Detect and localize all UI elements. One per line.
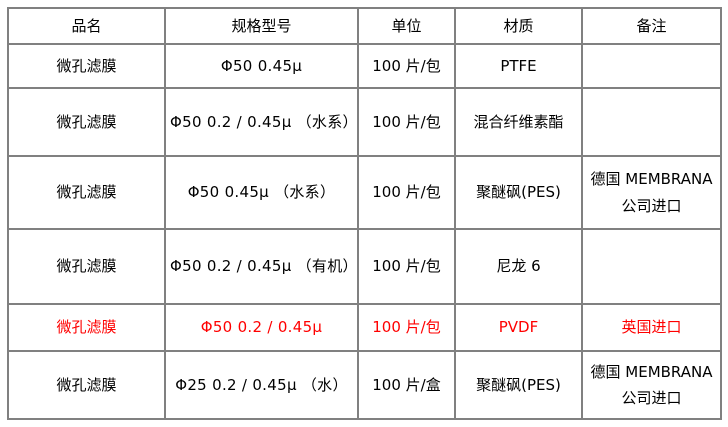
table-header-row: 品名 规格型号 单位 材质 备注: [7, 7, 722, 45]
column-header-unit: 单位: [357, 7, 456, 45]
table-header: 品名 规格型号 单位 材质 备注: [7, 7, 722, 45]
cell-spec-model: Φ50 0.2 / 0.45μ: [164, 303, 359, 352]
table-row: 微孔滤膜 Φ50 0.45μ （水系） 100 片/包 聚醚砜(PES) 德国 …: [7, 155, 722, 230]
cell-spec-model: Φ50 0.45μ （水系）: [164, 155, 359, 230]
cell-spec-model: Φ50 0.2 / 0.45μ （水系）: [164, 87, 359, 157]
cell-material: 尼龙 6: [454, 228, 583, 305]
cell-remark: 英国进口: [581, 303, 722, 352]
cell-material: 聚醚砜(PES): [454, 155, 583, 230]
column-header-name: 品名: [7, 7, 166, 45]
column-header-material: 材质: [454, 7, 583, 45]
cell-remark: [581, 87, 722, 157]
table-row-highlighted: 微孔滤膜 Φ50 0.2 / 0.45μ 100 片/包 PVDF 英国进口: [7, 303, 722, 352]
cell-material: PTFE: [454, 43, 583, 89]
cell-unit: 100 片/包: [357, 228, 456, 305]
cell-spec-model: Φ50 0.2 / 0.45μ （有机）: [164, 228, 359, 305]
cell-material: 聚醚砜(PES): [454, 350, 583, 420]
cell-remark: 德国 MEMBRANA 公司进口: [581, 350, 722, 420]
column-header-remark: 备注: [581, 7, 722, 45]
cell-unit: 100 片/盒: [357, 350, 456, 420]
cell-unit: 100 片/包: [357, 87, 456, 157]
table-row: 微孔滤膜 Φ50 0.2 / 0.45μ （水系） 100 片/包 混合纤维素酯: [7, 87, 722, 157]
column-header-spec: 规格型号: [164, 7, 359, 45]
cell-unit: 100 片/包: [357, 155, 456, 230]
cell-product-name: 微孔滤膜: [7, 87, 166, 157]
cell-product-name: 微孔滤膜: [7, 43, 166, 89]
cell-remark: [581, 43, 722, 89]
cell-product-name: 微孔滤膜: [7, 155, 166, 230]
cell-remark: 德国 MEMBRANA 公司进口: [581, 155, 722, 230]
cell-spec-model: Φ25 0.2 / 0.45μ （水）: [164, 350, 359, 420]
table-body: 微孔滤膜 Φ50 0.45μ 100 片/包 PTFE 微孔滤膜 Φ50 0.2…: [7, 43, 722, 420]
cell-remark: [581, 228, 722, 305]
cell-material: PVDF: [454, 303, 583, 352]
cell-product-name: 微孔滤膜: [7, 228, 166, 305]
table-row: 微孔滤膜 Φ50 0.2 / 0.45μ （有机） 100 片/包 尼龙 6: [7, 228, 722, 305]
table-row: 微孔滤膜 Φ25 0.2 / 0.45μ （水） 100 片/盒 聚醚砜(PES…: [7, 350, 722, 420]
cell-spec-model: Φ50 0.45μ: [164, 43, 359, 89]
product-spec-table: 品名 规格型号 单位 材质 备注 微孔滤膜 Φ50 0.45μ 100 片/包 …: [7, 7, 722, 420]
cell-product-name: 微孔滤膜: [7, 350, 166, 420]
cell-unit: 100 片/包: [357, 303, 456, 352]
cell-product-name: 微孔滤膜: [7, 303, 166, 352]
cell-unit: 100 片/包: [357, 43, 456, 89]
cell-material: 混合纤维素酯: [454, 87, 583, 157]
table-row: 微孔滤膜 Φ50 0.45μ 100 片/包 PTFE: [7, 43, 722, 89]
